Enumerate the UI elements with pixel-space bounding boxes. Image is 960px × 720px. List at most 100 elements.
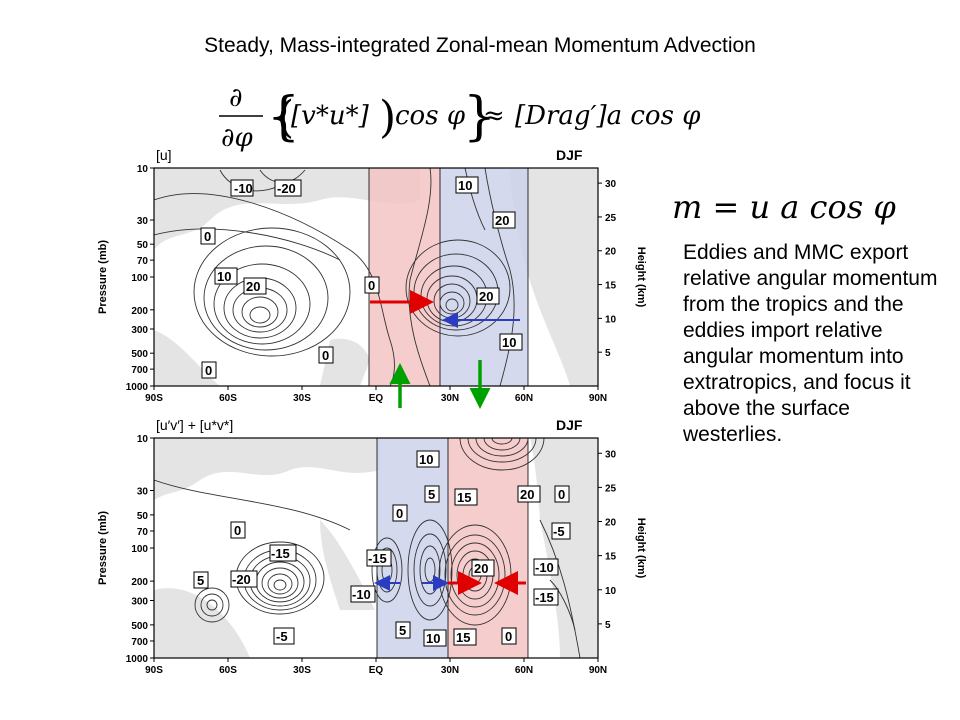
top-contour-labels: -10 -20 0 10 20 0 0 0 10 20 20 10 — [200, 176, 523, 379]
top-clabel-4: 20 — [246, 279, 260, 294]
equation-lhs-inner: [v*u*] — [291, 101, 370, 131]
bot-clabel-17: -15 — [271, 546, 290, 561]
bot-clabel-0: 10 — [419, 452, 433, 467]
equation-open-paren: ( — [277, 92, 294, 143]
bottom-ptick-4: 100 — [131, 544, 148, 555]
bottom-ptick-7: 500 — [131, 621, 148, 632]
equation-close-paren: ) — [379, 92, 396, 143]
top-clabel-8: 10 — [458, 178, 472, 193]
bottom-ptick-9: 1000 — [126, 654, 149, 665]
top-ptick-5: 200 — [131, 306, 148, 317]
equation-cos: cos φ — [395, 101, 466, 131]
bottom-xtick-4: 30N — [441, 665, 459, 676]
equation-partial: ∂ — [229, 83, 242, 113]
top-ptick-6: 300 — [131, 325, 148, 336]
description-text: Eddies and MMC export relative angular m… — [683, 241, 938, 446]
top-htick-1: 25 — [605, 213, 617, 224]
bottom-ylabel-left: Pressure (mb) — [97, 511, 109, 585]
bottom-panel-season: DJF — [556, 417, 583, 433]
axes: 90S 60S 30S EQ 30N 60N 90N10305070100200300500… — [97, 164, 647, 676]
bot-clabel-10: 20 — [520, 487, 534, 502]
bottom-ptick-6: 300 — [131, 596, 148, 607]
bottom-ptick-3: 70 — [137, 527, 149, 538]
bottom-xtick-2: 30S — [293, 665, 311, 676]
top-ptick-1: 30 — [137, 216, 149, 227]
bottom-ptick-0: 10 — [137, 434, 149, 445]
top-clabel-9: 20 — [495, 213, 509, 228]
bottom-ptick-8: 700 — [131, 637, 148, 648]
top-xtick-3: EQ — [369, 393, 384, 404]
equation-m-text: m = u a cos φ — [672, 188, 896, 226]
top-panel: -10 -20 0 10 20 0 0 0 10 20 20 10 [u] DJ… — [153, 147, 599, 387]
top-clabel-5: 0 — [322, 348, 329, 363]
top-xtick-6: 90N — [589, 393, 607, 404]
top-clabel-0: -10 — [234, 181, 253, 196]
top-ylabel-left: Pressure (mb) — [97, 240, 109, 314]
bottom-contour-labels: 10 5 0 -15 -10 5 10 15 20 15 20 0 0 -5 -… — [193, 450, 571, 647]
top-panel-label: [u] — [156, 147, 172, 163]
top-ptick-4: 100 — [131, 273, 148, 284]
top-clabel-1: -20 — [277, 181, 296, 196]
top-clabel-10: 10 — [502, 335, 516, 350]
top-clabel-7: 0 — [368, 278, 375, 293]
top-htick-3: 15 — [605, 281, 617, 292]
top-ptick-7: 500 — [131, 349, 148, 360]
bot-clabel-16: -20 — [232, 572, 251, 587]
bot-clabel-6: 10 — [426, 631, 440, 646]
bot-clabel-20: 0 — [234, 523, 241, 538]
bottom-htick-5: 5 — [605, 620, 611, 631]
top-clabel-6: 0 — [205, 363, 212, 378]
bottom-panel: 10 5 0 -15 -10 5 10 15 20 15 20 0 0 -5 -… — [153, 417, 599, 659]
top-ptick-9: 1000 — [126, 382, 149, 393]
bottom-xtick-1: 60S — [219, 665, 237, 676]
bot-clabel-7: 15 — [457, 490, 471, 505]
bot-clabel-1: 5 — [428, 487, 435, 502]
bot-clabel-15: -15 — [535, 590, 554, 605]
equation-approx: ≈ — [483, 101, 505, 131]
bot-clabel-8: 20 — [474, 561, 488, 576]
equation-close-brace: } — [463, 87, 496, 147]
bottom-htick-3: 15 — [605, 552, 617, 563]
top-clabel-2: 0 — [204, 229, 211, 244]
momentum-equation: ∂ ∂φ { ( [v*u*] ) cos φ } ≈ [Drag′]a cos… — [219, 83, 701, 153]
top-ptick-8: 700 — [131, 365, 148, 376]
top-ptick-0: 10 — [137, 164, 149, 175]
top-clabel-9b: 20 — [479, 289, 493, 304]
equation-open-brace: { — [267, 87, 300, 147]
bot-clabel-5: 5 — [399, 623, 406, 638]
bot-clabel-14: -10 — [535, 560, 554, 575]
bottom-xtick-5: 60N — [515, 665, 533, 676]
bottom-htick-0: 30 — [605, 449, 617, 460]
top-ptick-2: 50 — [137, 240, 149, 251]
bottom-ptick-2: 50 — [137, 511, 149, 522]
bottom-ptick-5: 200 — [131, 577, 148, 588]
top-htick-4: 10 — [605, 314, 617, 325]
angular-momentum-equation: m = u a cos φ — [672, 188, 896, 226]
top-xtick-0: 90S — [145, 393, 163, 404]
top-xtick-2: 30S — [293, 393, 311, 404]
bottom-htick-2: 20 — [605, 518, 617, 529]
bot-clabel-13: -5 — [553, 524, 565, 539]
bottom-htick-4: 10 — [605, 586, 617, 597]
bot-clabel-4: -10 — [352, 587, 371, 602]
zonal-mean-panels: -10 -20 0 10 20 0 0 0 10 20 20 10 [u] DJ… — [97, 147, 647, 676]
bottom-contours — [154, 438, 598, 658]
bot-clabel-19: -5 — [276, 629, 288, 644]
top-htick-0: 30 — [605, 179, 617, 190]
equation-rhs: [Drag′]a cos φ — [515, 101, 701, 131]
bot-clabel-9: 15 — [456, 630, 470, 645]
page-title: Steady, Mass-integrated Zonal-mean Momen… — [204, 34, 756, 57]
bottom-ylabel-right: Height (km) — [635, 518, 647, 579]
bottom-xtick-6: 90N — [589, 665, 607, 676]
top-panel-season: DJF — [556, 147, 583, 163]
top-xtick-5: 60N — [515, 393, 533, 404]
top-xtick-1: 60S — [219, 393, 237, 404]
top-htick-2: 20 — [605, 247, 617, 258]
bot-clabel-18: 5 — [197, 573, 204, 588]
top-xtick-4: 30N — [441, 393, 459, 404]
bottom-xtick-3: EQ — [369, 665, 384, 676]
top-clabel-3: 10 — [217, 269, 231, 284]
bottom-ptick-1: 30 — [137, 486, 149, 497]
top-htick-5: 5 — [605, 348, 611, 359]
bot-clabel-12: 0 — [505, 629, 512, 644]
